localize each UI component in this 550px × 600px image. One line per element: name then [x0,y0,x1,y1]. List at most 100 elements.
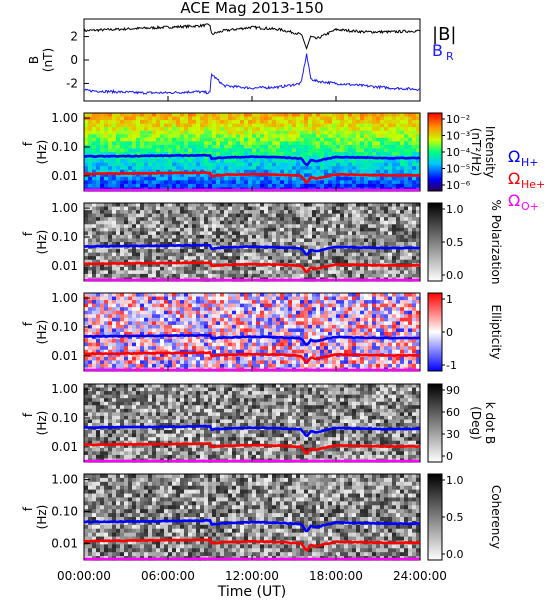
spectrogram-cell [184,220,189,225]
spectrogram-cell [156,210,161,215]
spectrogram-cell [120,217,125,222]
spectrogram-cell [132,356,137,361]
spectrogram-cell [192,206,197,211]
spectrogram-cell [240,137,245,142]
spectrogram-cell [212,180,217,185]
spectrogram-cell [96,137,101,142]
spectrogram-cell [224,141,229,146]
spectrogram-cell [288,183,293,189]
spectrogram-cell [244,120,249,125]
spectrogram-cell [180,159,185,164]
spectrogram-cell [144,321,149,326]
spectrogram-cell [284,360,289,365]
spectrogram-cell [100,303,105,308]
spectrogram-cell [208,270,213,275]
spectrogram-cell [292,346,297,351]
spectrogram-cell [380,183,385,189]
spectrogram-cell [252,130,257,135]
spectrogram-cell [368,148,373,153]
spectrogram-cell [108,220,113,225]
spectrogram-cell [252,310,257,315]
spectrogram-cell [256,152,261,157]
spectrogram-cell [184,224,189,229]
spectrogram-cell [348,242,353,247]
spectrogram-cell [104,273,109,279]
spectrogram-cell [288,238,293,243]
spectrogram-cell [148,130,153,135]
spectrogram-cell [388,252,393,257]
spectrogram-cell [236,220,241,225]
spectrogram-cell [112,120,117,125]
spectrogram-cell [348,273,353,279]
spectrogram-cell [400,234,405,240]
spectrogram-cell [212,166,217,171]
spectrogram-cell [128,141,133,146]
spectrogram-cell [216,259,221,264]
spectrogram-cell [108,234,113,240]
spectrogram-cell [92,162,97,167]
spectrogram-cell [236,116,241,121]
spectrogram-cell [312,203,317,208]
spectrogram-cell [124,203,129,208]
spectrogram-cell [248,141,253,146]
spectrogram-cell [340,270,345,275]
spectrogram-cell [112,231,117,236]
spectrogram-cell [232,176,237,181]
spectrogram-cell [340,231,345,236]
spectrogram-cell [140,314,145,319]
spectrogram-cell [380,259,385,264]
spectrogram-cell [148,206,153,211]
spectrogram-cell [148,152,153,157]
spectrogram-cell [236,238,241,243]
spectrogram-cell [140,238,145,243]
spectrogram-cell [164,116,169,121]
spectrogram-cell [288,217,293,222]
spectrogram-cell [396,242,401,247]
spectrogram-cell [120,303,125,308]
spectrogram-cell [256,220,261,225]
spectrogram-cell [92,252,97,257]
spectrogram-cell [212,123,217,128]
spectrogram-cell [188,245,193,250]
spectrogram-cell [376,141,381,146]
spectrogram-cell [260,120,265,125]
spectrogram-cell [292,203,297,208]
spectrogram-cell [192,213,197,218]
spectrogram-cell [224,169,229,174]
spectrogram-cell [144,220,149,225]
spectrogram-cell [92,328,97,333]
spectrogram-cell [276,213,281,218]
spectrogram-cell [268,137,273,142]
spectrogram-cell [276,206,281,211]
spectrogram-cell [160,130,165,135]
spectrogram-cell [144,256,149,261]
spectrogram-cell [148,141,153,146]
mag-ylabel: B [27,56,41,64]
spectrogram-cell [280,113,285,118]
spectrogram-cell [248,176,253,181]
spectrogram-cell [192,360,197,365]
spectrogram-cell [328,256,333,261]
spectrogram-cell [192,332,197,337]
spectrogram-cell [208,252,213,257]
spectrogram-cell [332,238,337,243]
spectrogram-cell [292,169,297,174]
spectrogram-cell [404,242,409,247]
spectrogram-cell [216,314,221,319]
spectrogram-cell [180,141,185,146]
spectrogram-cell [248,137,253,142]
spectrogram-cell [268,220,273,225]
spectrogram-cell [268,328,273,333]
spectrogram-cell [248,224,253,229]
spectrogram-cell [376,116,381,121]
spectrogram-cell [400,224,405,229]
spectrogram-cell [204,335,209,340]
spectrogram-cell [168,210,173,215]
spectrogram-cell [88,293,93,298]
spectrogram-cell [168,123,173,128]
spectrogram-cell [96,169,101,174]
spectrogram-cell [240,238,245,243]
spectrogram-cell [324,176,329,181]
spectrogram-cell [140,346,145,351]
spectrogram-cell [320,273,325,279]
